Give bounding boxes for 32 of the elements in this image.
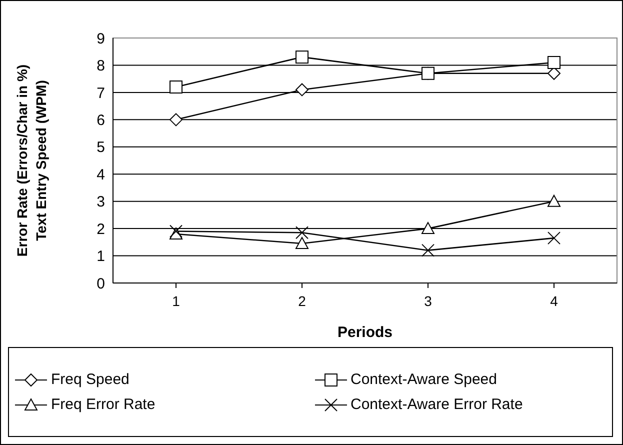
x-tick-label: 4 <box>550 292 558 309</box>
point <box>548 194 560 207</box>
legend-label: Freq Speed <box>51 371 130 388</box>
y-tick-label: 4 <box>96 166 105 184</box>
point <box>422 222 434 234</box>
point <box>548 56 560 69</box>
point <box>548 232 560 245</box>
y-tick-label: 5 <box>96 139 105 156</box>
y-tick-label: 9 <box>96 30 105 48</box>
y-tick-label: 3 <box>96 194 105 211</box>
legend-label: Context-Aware Error Rate <box>350 396 523 413</box>
x-tick-label: 1 <box>172 292 180 309</box>
y-tick-label: 8 <box>96 58 105 75</box>
x-tick-label: 3 <box>424 292 432 309</box>
point <box>296 83 308 96</box>
y-tick-label: 6 <box>96 112 105 129</box>
point <box>422 66 434 80</box>
x-tick-label: 2 <box>298 292 306 309</box>
y-tick-label: 1 <box>96 248 105 266</box>
y-tick-label: 0 <box>96 275 105 292</box>
point <box>422 244 434 257</box>
y-axis-title: Error Rate (Errors/Char in %) Text Entry Speed (WPM) <box>14 64 49 257</box>
point <box>170 80 182 94</box>
y-tick-label: 2 <box>96 220 105 238</box>
legend-label: Freq Error Rate <box>51 396 156 413</box>
point <box>170 113 182 126</box>
legend-label: Context-Aware Speed <box>350 371 497 388</box>
y-tick-label: 7 <box>96 84 105 102</box>
point <box>296 237 308 250</box>
point <box>296 226 308 240</box>
point <box>296 50 308 64</box>
x-axis-title: Periods <box>337 324 393 341</box>
